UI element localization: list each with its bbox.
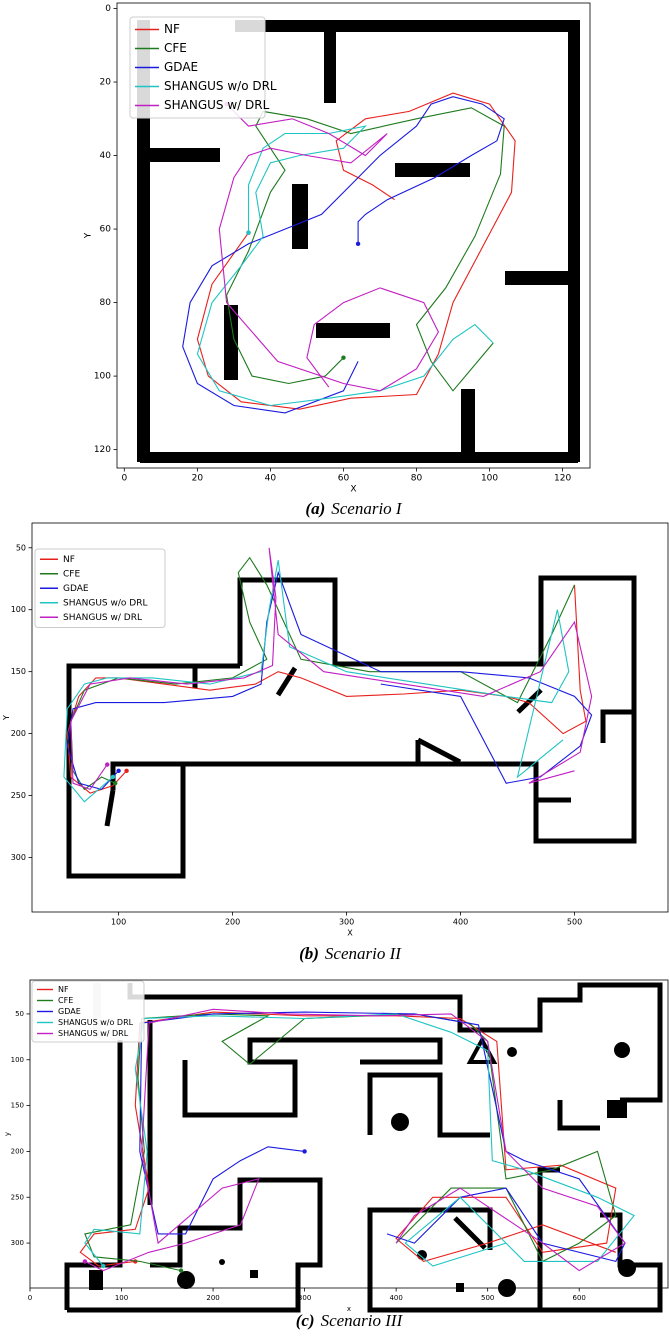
legend-label: CFE (58, 996, 73, 1005)
y-tick-label: 80 (100, 298, 112, 308)
legend-label: SHANGUS w/o DRL (63, 598, 147, 608)
start-point (179, 1268, 183, 1272)
trajectory (85, 1009, 625, 1270)
x-axis-label: X (347, 929, 353, 938)
x-tick-label: 0 (28, 1294, 32, 1302)
trajectory (219, 104, 438, 391)
legend-label: SHANGUS w/ DRL (63, 613, 142, 623)
x-tick-label: 600 (573, 1294, 586, 1302)
x-tick-label: 300 (339, 918, 354, 927)
caption: (a) Scenario I (305, 499, 403, 518)
legend: NF CFE GDAE SHANGUS w/o DRL SHANGUS w/ DRL (130, 17, 277, 118)
legend-label: SHANGUS w/o DRL (58, 1018, 134, 1027)
trajectory (140, 1012, 625, 1261)
start-point (113, 781, 117, 785)
x-tick-label: 400 (453, 918, 468, 927)
start-point (341, 356, 345, 360)
legend: NF CFE GDAE SHANGUS w/o DRL SHANGUS w/ DRL (35, 549, 165, 628)
legend-label: SHANGUS w/ DRL (58, 1029, 129, 1038)
legend-label: NF (63, 555, 75, 565)
legend-label: SHANGUS w/o DRL (164, 79, 277, 93)
start-point (83, 1259, 87, 1263)
x-tick-label: 100 (111, 918, 126, 927)
y-tick-label: 50 (16, 543, 26, 552)
caption: (b) Scenario II (299, 944, 402, 963)
y-axis-label: y (4, 1132, 12, 1136)
y-tick-label: 150 (11, 1102, 24, 1110)
legend-label: GDAE (63, 584, 89, 594)
caption-label: (a) (305, 499, 325, 518)
start-point (124, 769, 128, 773)
x-tick-label: 20 (192, 474, 204, 484)
trajectory (80, 1012, 616, 1266)
figure: 0 20 40 60 80 100 120 0 20 40 60 80 100 120 X Y NF CFE GDA… (0, 0, 669, 1341)
trajectory (227, 108, 505, 391)
caption-label: (c) (296, 1311, 315, 1330)
trajectory (85, 1014, 616, 1271)
y-tick-label: 100 (11, 605, 26, 614)
y-tick-label: 60 (100, 225, 112, 235)
start-point (111, 775, 115, 779)
y-axis-label: Y (2, 715, 11, 721)
legend-label: NF (58, 985, 69, 994)
y-tick-label: 20 (100, 78, 112, 88)
x-tick-label: 300 (298, 1294, 311, 1302)
y-tick-label: 200 (11, 1147, 24, 1155)
x-tick-label: 200 (206, 1294, 219, 1302)
start-point (116, 769, 120, 773)
x-tick-label: 60 (338, 474, 350, 484)
x-tick-label: 200 (225, 918, 240, 927)
y-tick-label: 250 (11, 791, 26, 800)
y-tick-label: 200 (11, 729, 26, 738)
y-tick-label: 100 (11, 1056, 24, 1064)
x-tick-label: 500 (481, 1294, 494, 1302)
x-tick-label: 100 (481, 474, 498, 484)
y-tick-label: 300 (11, 1239, 24, 1247)
x-tick-label: 40 (265, 474, 277, 484)
start-point (356, 242, 360, 246)
y-tick-label: 150 (11, 667, 26, 676)
y-axis-label: Y (84, 232, 94, 239)
y-tick-label: 40 (100, 151, 112, 161)
x-tick-label: 100 (115, 1294, 128, 1302)
start-point (246, 231, 250, 235)
y-tick-label: 120 (94, 445, 111, 455)
x-axis-label: X (350, 485, 356, 495)
x-tick-label: 400 (389, 1294, 402, 1302)
y-tick-label: 50 (15, 1010, 24, 1018)
caption-label: (b) (299, 944, 319, 963)
legend-label: GDAE (58, 1007, 81, 1016)
caption-text: Scenario III (321, 1311, 404, 1330)
x-tick-label: 120 (554, 474, 571, 484)
y-tick-label: 0 (105, 4, 111, 14)
legend: NF CFE GDAE SHANGUS w/o DRL SHANGUS w/ DRL (32, 981, 144, 1042)
caption-text: Scenario I (331, 499, 403, 518)
caption: (c) Scenario III (296, 1311, 404, 1330)
legend-label: GDAE (164, 60, 198, 74)
start-point (105, 762, 109, 766)
start-point (302, 1149, 306, 1153)
y-tick-label: 100 (94, 372, 111, 382)
start-point (101, 1264, 105, 1268)
legend-label: CFE (63, 569, 80, 579)
x-tick-label: 500 (567, 918, 582, 927)
y-tick-label: 300 (11, 853, 26, 862)
y-tick-label: 250 (11, 1193, 24, 1201)
x-tick-label: 0 (121, 474, 127, 484)
legend-label: SHANGUS w/ DRL (164, 98, 270, 112)
x-tick-label: 80 (411, 474, 423, 484)
legend-label: CFE (164, 41, 187, 55)
caption-text: Scenario II (325, 944, 402, 963)
legend-label: NF (164, 22, 180, 36)
